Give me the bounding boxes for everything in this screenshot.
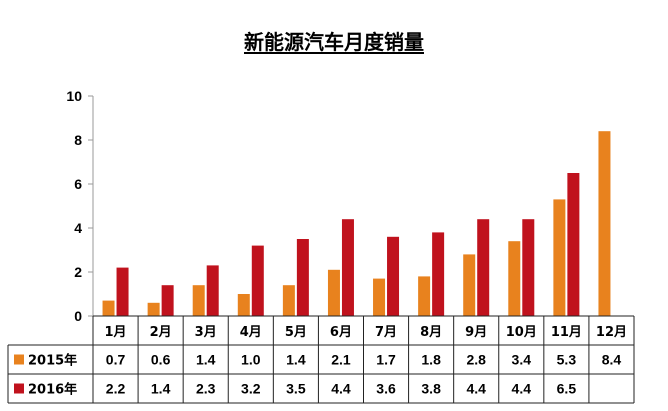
bar-2015 (463, 254, 476, 316)
y-tick-label: 8 (74, 132, 82, 148)
bar-2016 (522, 219, 535, 316)
y-axis: 0 2 4 6 8 10 (66, 88, 94, 324)
data-label: 4.4 (466, 381, 486, 397)
data-label: 1.0 (241, 352, 261, 368)
bar-2016 (567, 173, 580, 316)
data-label: 2.8 (466, 352, 486, 368)
x-category-label: 2月 (150, 325, 172, 340)
bar-2016 (477, 219, 490, 316)
x-category-label: 9月 (465, 325, 487, 340)
bar-2016 (296, 239, 309, 316)
bar-2016 (251, 245, 264, 316)
data-label: 1.8 (421, 352, 441, 368)
legend-swatch-2016 (14, 383, 24, 394)
data-label: 1.4 (286, 352, 306, 368)
bar-2016 (206, 265, 219, 316)
data-label: 4.4 (331, 381, 351, 397)
bar-2015 (282, 285, 295, 316)
x-category-label: 1月 (105, 325, 127, 340)
data-label: 1.7 (376, 352, 396, 368)
bar-2015 (147, 302, 160, 316)
data-label: 3.5 (286, 381, 306, 397)
bar-2015 (327, 269, 340, 316)
bar-2016 (432, 232, 445, 316)
data-label: 0.6 (151, 352, 171, 368)
x-category-label: 8月 (420, 325, 442, 340)
bar-2015 (553, 199, 566, 316)
bar-2016 (387, 236, 400, 316)
y-tick-label: 4 (74, 220, 82, 236)
data-label: 6.5 (557, 381, 577, 397)
y-tick-label: 0 (74, 308, 82, 324)
bar-2015 (418, 276, 431, 316)
data-label: 3.6 (376, 381, 396, 397)
data-label: 2.1 (331, 352, 351, 368)
y-tick-label: 10 (66, 88, 82, 104)
data-label: 2.2 (106, 381, 126, 397)
bar-2015 (102, 300, 115, 316)
x-category-label: 4月 (240, 325, 262, 340)
x-category-label: 11月 (551, 325, 582, 340)
x-category-label: 5月 (285, 325, 307, 340)
x-category-label: 12月 (596, 325, 627, 340)
data-label: 0.7 (106, 352, 126, 368)
series-name-label: 2016年 (28, 382, 77, 398)
bar-2015 (237, 294, 250, 316)
data-label: 4.4 (512, 381, 532, 397)
bar-2016 (161, 285, 174, 316)
data-table: 1月 2月 3月 4月 5月 6月 7月 8月 9月 10月 11月 12月 2015年 0.7 0.6 1.… (7, 315, 635, 404)
data-label: 5.3 (557, 352, 577, 368)
bar-2015 (373, 278, 386, 316)
x-category-label: 3月 (195, 325, 217, 340)
data-label: 2.3 (196, 381, 216, 397)
bar-2015 (508, 241, 521, 316)
legend-swatch-2015 (14, 354, 24, 365)
data-label: 1.4 (196, 352, 216, 368)
data-label: 1.4 (151, 381, 171, 397)
bar-2016 (341, 219, 354, 316)
series-name-label: 2015年 (28, 353, 77, 369)
data-label: 3.4 (512, 352, 532, 368)
bar-2015 (192, 285, 205, 316)
x-category-label: 10月 (506, 325, 537, 340)
x-category-label: 6月 (330, 325, 352, 340)
y-tick-label: 6 (74, 176, 82, 192)
data-label: 3.2 (241, 381, 261, 397)
y-tick-label: 2 (74, 264, 82, 280)
x-category-label: 7月 (375, 325, 397, 340)
bar-2015 (598, 131, 611, 316)
bars-group (102, 131, 611, 316)
data-label: 3.8 (421, 381, 441, 397)
bar-2016 (116, 267, 129, 316)
data-label: 8.4 (602, 352, 622, 368)
chart-title: 新能源汽车月度销量 (244, 30, 424, 54)
